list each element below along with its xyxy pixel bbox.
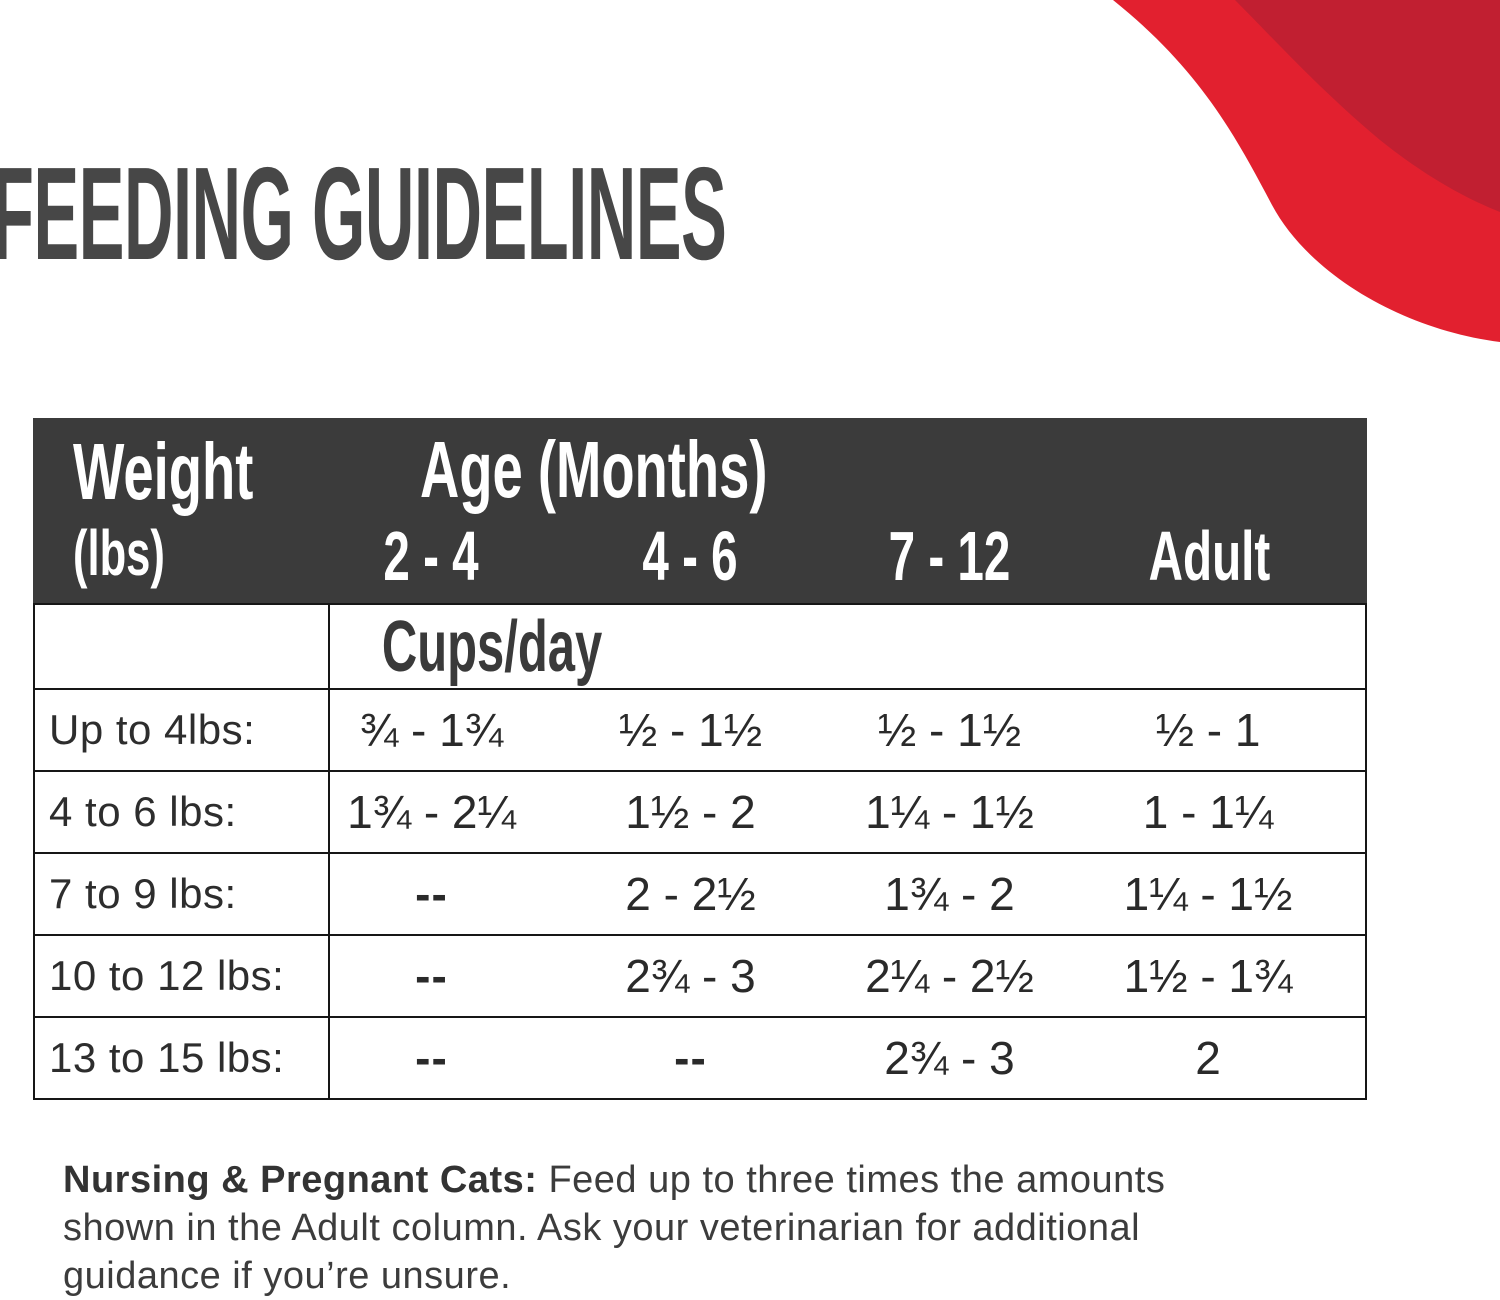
value-cell: 1¾ - 2¼ xyxy=(347,786,516,838)
value-cell: ½ - 1 xyxy=(1155,704,1261,756)
table-header: Weight (lbs) Age (Months) 2 - 4 4 - 6 7 … xyxy=(33,418,1367,603)
weight-cell: 7 to 9 lbs: xyxy=(35,854,330,934)
value-cell: 2 - 2½ xyxy=(625,868,756,920)
value-cell: 2¾ - 3 xyxy=(625,950,756,1002)
weight-cell: 4 to 6 lbs: xyxy=(35,772,330,852)
red-swoosh-decoration xyxy=(1113,0,1500,342)
value-cell: -- xyxy=(674,1032,707,1084)
nursing-note-line-2: shown in the Adult column. Ask your vete… xyxy=(63,1207,1141,1249)
value-cell: 1½ - 2 xyxy=(625,786,756,838)
value-cell: 1½ - 1¾ xyxy=(1123,950,1293,1002)
header-age-months: Age (Months) xyxy=(420,425,768,514)
value-cell: -- xyxy=(415,950,448,1002)
units-row: Cups/day xyxy=(35,605,1365,690)
value-cell: 1 - 1¼ xyxy=(1142,786,1274,838)
table-row: Up to 4lbs: ¾ - 1¾ ½ - 1½ ½ - 1½ ½ - 1 xyxy=(35,690,1365,772)
table-row: 7 to 9 lbs: -- 2 - 2½ 1¾ - 2 1¼ - 1½ xyxy=(35,854,1365,936)
value-cell: 2 xyxy=(1195,1032,1221,1084)
nursing-note-line-1: Nursing & Pregnant Cats: Feed up to thre… xyxy=(63,1156,1403,1204)
header-age-4-6: 4 - 6 xyxy=(642,517,739,595)
header-age-adult: Adult xyxy=(1148,517,1270,595)
feeding-guidelines-table: Weight (lbs) Age (Months) 2 - 4 4 - 6 7 … xyxy=(33,418,1367,1100)
header-age-2-4: 2 - 4 xyxy=(383,517,480,595)
table-row: 10 to 12 lbs: -- 2¾ - 3 2¼ - 2½ 1½ - 1¾ xyxy=(35,936,1365,1018)
value-cell: -- xyxy=(415,868,448,920)
nursing-note-bold-label: Nursing & Pregnant Cats: xyxy=(63,1159,538,1201)
value-cell: 2¼ - 2½ xyxy=(865,950,1034,1002)
weight-cell: Up to 4lbs: xyxy=(35,690,330,770)
table-body: Cups/day Up to 4lbs: ¾ - 1¾ ½ - 1½ ½ - 1… xyxy=(33,603,1367,1100)
page-title: FEEDING GUIDELINES xyxy=(0,140,727,287)
header-weight-unit: (lbs) xyxy=(73,517,165,589)
value-cell: ½ - 1½ xyxy=(877,704,1022,756)
value-cell: ¾ - 1¾ xyxy=(359,704,504,756)
value-cell: ½ - 1½ xyxy=(618,704,763,756)
weight-cell: 10 to 12 lbs: xyxy=(35,936,330,1016)
table-row: 13 to 15 lbs: -- -- 2¾ - 3 2 xyxy=(35,1018,1365,1098)
value-cell: 1¼ - 1½ xyxy=(865,786,1034,838)
nursing-note-line-3: guidance if you’re unsure. xyxy=(63,1255,512,1297)
header-weight: Weight xyxy=(73,427,254,516)
nursing-note-text: Feed up to three times the amounts xyxy=(548,1159,1166,1201)
nursing-note: Nursing & Pregnant Cats: Feed up to thre… xyxy=(63,1156,1403,1300)
value-cell: 1¼ - 1½ xyxy=(1123,868,1293,920)
weight-cell: 13 to 15 lbs: xyxy=(35,1018,330,1098)
units-row-empty-cell xyxy=(35,605,330,688)
value-cell: 2¾ - 3 xyxy=(884,1032,1015,1084)
value-cell: 1¾ - 2 xyxy=(884,868,1015,920)
header-age-7-12: 7 - 12 xyxy=(888,517,1011,595)
table-row: 4 to 6 lbs: 1¾ - 2¼ 1½ - 2 1¼ - 1½ 1 - 1… xyxy=(35,772,1365,854)
value-cell: -- xyxy=(415,1032,448,1084)
units-label: Cups/day xyxy=(381,606,603,687)
